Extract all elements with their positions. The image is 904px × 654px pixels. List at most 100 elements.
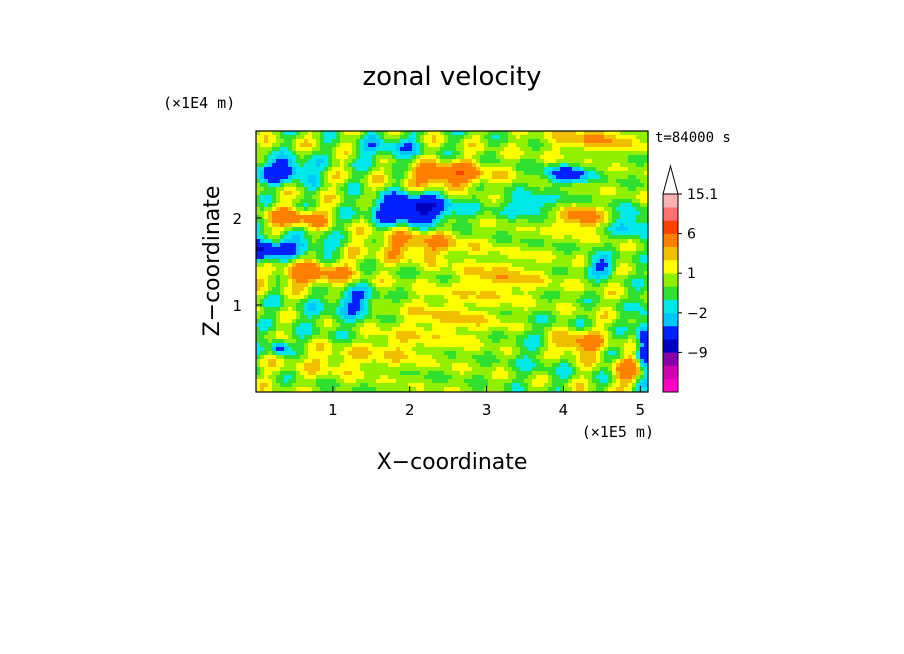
contour-cell — [380, 179, 385, 184]
contour-cell — [304, 251, 309, 256]
contour-cell — [296, 263, 301, 268]
contour-cell — [380, 143, 385, 148]
contour-cell — [628, 183, 633, 188]
contour-cell — [296, 323, 301, 328]
contour-cell — [320, 307, 325, 312]
contour-cell — [572, 219, 577, 224]
contour-cell — [304, 239, 309, 244]
contour-cell — [620, 159, 625, 164]
contour-cell — [548, 139, 553, 144]
contour-cell — [464, 139, 469, 144]
contour-cell — [340, 255, 345, 260]
contour-cell — [428, 135, 433, 140]
contour-cell — [316, 279, 321, 284]
contour-cell — [356, 299, 361, 304]
contour-cell — [456, 135, 461, 140]
contour-cell — [320, 311, 325, 316]
contour-cell — [572, 275, 577, 280]
contour-cell — [644, 147, 649, 152]
contour-cell — [536, 139, 541, 144]
contour-cell — [528, 219, 533, 224]
contour-cell — [344, 259, 349, 264]
contour-cell — [352, 235, 357, 240]
contour-cell — [552, 171, 557, 176]
contour-cell — [428, 219, 433, 224]
contour-cell — [564, 167, 569, 172]
contour-cell — [408, 195, 413, 200]
contour-cell — [616, 227, 621, 232]
contour-cell — [496, 151, 501, 156]
contour-cell — [644, 315, 649, 320]
contour-cell — [256, 263, 261, 268]
contour-cell — [388, 183, 393, 188]
contour-cell — [496, 227, 501, 232]
contour-cell — [596, 251, 601, 256]
contour-cell — [284, 283, 289, 288]
contour-cell — [640, 143, 645, 148]
contour-cell — [384, 155, 389, 160]
contour-cell — [600, 147, 605, 152]
contour-cell — [464, 319, 469, 324]
contour-cell — [336, 215, 341, 220]
contour-cell — [280, 263, 285, 268]
contour-cell — [528, 255, 533, 260]
contour-cell — [296, 171, 301, 176]
contour-cell — [324, 195, 329, 200]
contour-cell — [612, 227, 617, 232]
contour-cell — [572, 135, 577, 140]
contour-cell — [572, 227, 577, 232]
contour-cell — [412, 235, 417, 240]
contour-cell — [476, 203, 481, 208]
contour-cell — [436, 147, 441, 152]
contour-cell — [624, 295, 629, 300]
contour-cell — [620, 247, 625, 252]
contour-cell — [568, 223, 573, 228]
contour-cell — [604, 259, 609, 264]
contour-cell — [500, 139, 505, 144]
contour-cell — [608, 331, 613, 336]
contour-cell — [628, 147, 633, 152]
contour-cell — [568, 199, 573, 204]
contour-cell — [392, 211, 397, 216]
contour-cell — [340, 147, 345, 152]
contour-cell — [384, 323, 389, 328]
contour-cell — [592, 207, 597, 212]
contour-cell — [324, 303, 329, 308]
contour-cell — [536, 263, 541, 268]
contour-cell — [520, 263, 525, 268]
contour-cell — [620, 139, 625, 144]
contour-cell — [468, 327, 473, 332]
contour-cell — [536, 235, 541, 240]
contour-cell — [288, 191, 293, 196]
contour-cell — [292, 211, 297, 216]
contour-cell — [608, 263, 613, 268]
contour-cell — [316, 291, 321, 296]
contour-cell — [388, 139, 393, 144]
contour-cell — [560, 331, 565, 336]
contour-cell — [344, 203, 349, 208]
contour-cell — [304, 151, 309, 156]
contour-cell — [644, 215, 649, 220]
contour-cell — [388, 131, 393, 136]
contour-cell — [432, 155, 437, 160]
contour-cell — [464, 295, 469, 300]
contour-cell — [456, 131, 461, 136]
contour-cell — [276, 131, 281, 136]
contour-cell — [500, 263, 505, 268]
contour-cell — [584, 215, 589, 220]
contour-cell — [384, 131, 389, 136]
contour-cell — [548, 179, 553, 184]
contour-cell — [368, 303, 373, 308]
contour-cell — [460, 271, 465, 276]
contour-cell — [548, 299, 553, 304]
contour-cell — [400, 163, 405, 168]
contour-cell — [348, 283, 353, 288]
contour-cell — [288, 275, 293, 280]
contour-cell — [400, 327, 405, 332]
contour-cell — [596, 323, 601, 328]
contour-cell — [324, 259, 329, 264]
contour-cell — [576, 315, 581, 320]
contour-cell — [608, 255, 613, 260]
contour-cell — [432, 131, 437, 136]
contour-cell — [620, 131, 625, 136]
